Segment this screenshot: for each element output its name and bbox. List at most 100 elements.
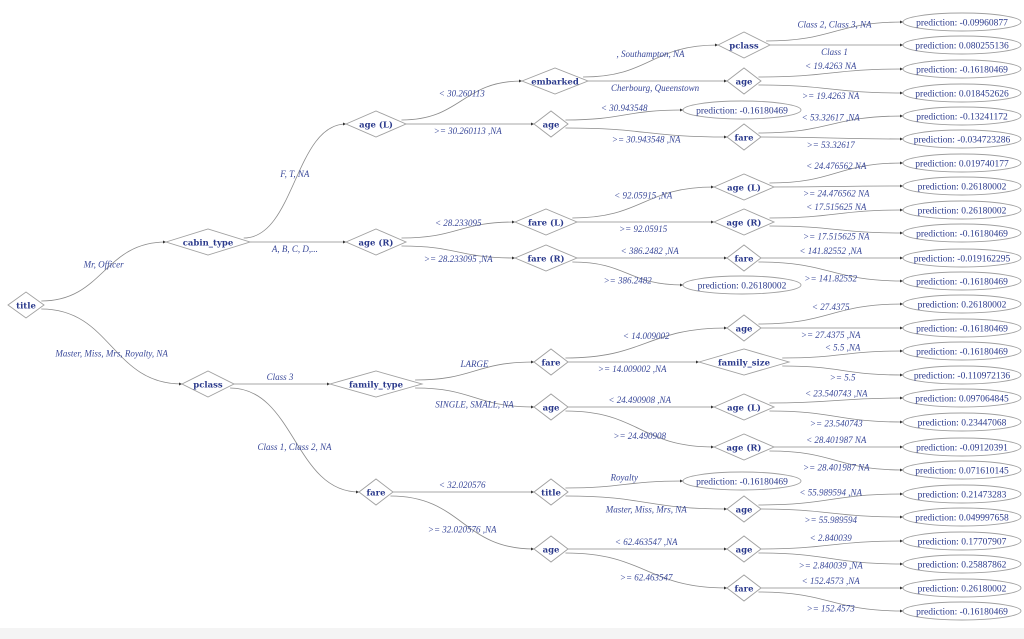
edge-label: >= 2.840039 ,NA bbox=[799, 561, 864, 571]
split-feature-label: title bbox=[541, 489, 561, 499]
prediction-label: prediction: -0.16180469 bbox=[916, 66, 1008, 76]
edge-label: Mr, Officer bbox=[83, 260, 124, 270]
prediction-label: prediction: 0.071610145 bbox=[915, 467, 1009, 477]
edge-label: Cherbourg, Queenstown bbox=[611, 83, 700, 93]
leaf-node-ellipse bbox=[902, 601, 1022, 621]
leaf-node-ellipse bbox=[682, 100, 802, 120]
split-node-diamond bbox=[328, 370, 424, 398]
edge-label: LARGE bbox=[460, 359, 490, 369]
leaf-node-ellipse bbox=[902, 106, 1022, 126]
tree-edge bbox=[769, 161, 904, 184]
split-feature-label: family_size bbox=[718, 359, 771, 369]
tree-edge bbox=[758, 84, 904, 95]
tree-edge bbox=[415, 387, 535, 409]
edge-label: >= 5.5 bbox=[830, 373, 856, 383]
edge-label: >= 24.490908 bbox=[613, 431, 666, 441]
edge-label: < 30.260113 bbox=[439, 89, 485, 99]
tree-edge bbox=[565, 479, 684, 489]
tree-edge bbox=[565, 108, 684, 121]
leaf-node-ellipse bbox=[902, 460, 1022, 480]
split-feature-label: age (R) bbox=[727, 443, 762, 454]
prediction-label: prediction: 0.17707907 bbox=[918, 538, 1007, 548]
tree-edge bbox=[565, 127, 728, 139]
leaf-node-ellipse bbox=[902, 437, 1022, 457]
tree-edge bbox=[769, 184, 904, 188]
prediction-label: prediction: -0.16180469 bbox=[916, 608, 1008, 618]
prediction-label: prediction: -0.16180469 bbox=[916, 230, 1008, 240]
split-node-diamond bbox=[358, 478, 394, 506]
tree-edge bbox=[769, 410, 904, 424]
split-feature-label: title bbox=[16, 302, 36, 312]
edge-label: < 53.32617 ,NA bbox=[802, 113, 861, 123]
prediction-label: prediction: -0.16180469 bbox=[916, 348, 1008, 358]
prediction-label: prediction: 0.080255136 bbox=[915, 42, 1009, 52]
leaf-node-ellipse bbox=[902, 294, 1022, 314]
prediction-label: prediction: -0.16180469 bbox=[696, 478, 788, 488]
prediction-label: prediction: -0.13241172 bbox=[916, 113, 1008, 123]
tree-edge bbox=[782, 365, 904, 377]
prediction-label: prediction: 0.26180002 bbox=[698, 282, 787, 292]
edge-label: SINGLE, SMALL, NA bbox=[435, 400, 514, 410]
split-node-diamond bbox=[712, 433, 776, 461]
tree-edge bbox=[769, 450, 904, 472]
tree-edge bbox=[401, 79, 523, 121]
split-node-diamond bbox=[712, 173, 776, 201]
tree-edge bbox=[565, 326, 728, 359]
tree-edge bbox=[758, 492, 904, 506]
tree-edge bbox=[41, 308, 183, 386]
leaf-node-ellipse bbox=[902, 59, 1022, 79]
leaf-node-ellipse bbox=[902, 531, 1022, 551]
leaf-node-ellipse bbox=[682, 275, 802, 295]
edge-label: < 32.020576 bbox=[439, 480, 486, 490]
edge-label: < 24.476562 NA bbox=[806, 161, 867, 171]
edge-label: >= 92.05915 bbox=[619, 224, 668, 234]
edge-label: < 55.989594 ,NA bbox=[799, 488, 862, 498]
tree-edge bbox=[758, 552, 904, 566]
tree-edge bbox=[769, 208, 904, 219]
split-feature-label: age bbox=[736, 546, 753, 556]
tree-edge bbox=[401, 245, 516, 260]
split-feature-label: family_type bbox=[349, 381, 404, 391]
edge-label: >= 17.515625 NA bbox=[803, 232, 870, 242]
bottom-strip bbox=[0, 628, 1024, 639]
tree-edge bbox=[758, 261, 904, 283]
edge-label: >= 62.463547 bbox=[620, 573, 673, 583]
edge-label: Class 2, Class 3, NA bbox=[798, 20, 873, 30]
edge-label: A, B, C, D,... bbox=[271, 244, 318, 254]
tree-edge bbox=[758, 591, 904, 613]
split-feature-label: fare bbox=[734, 134, 754, 144]
leaf-node-ellipse bbox=[902, 153, 1022, 173]
prediction-label: prediction: 0.049997658 bbox=[915, 514, 1009, 524]
edge-label: >= 55.989594 bbox=[804, 515, 857, 525]
prediction-label: prediction: -0.09120391 bbox=[916, 444, 1008, 454]
prediction-label: prediction: 0.097064845 bbox=[915, 395, 1009, 405]
leaf-node-ellipse bbox=[902, 412, 1022, 432]
prediction-label: prediction: 0.21473283 bbox=[918, 491, 1007, 501]
split-feature-label: cabin_type bbox=[183, 239, 234, 249]
prediction-label: prediction: -0.09960877 bbox=[916, 19, 1008, 29]
leaf-node-ellipse bbox=[682, 471, 802, 491]
split-node-diamond bbox=[533, 535, 569, 563]
edge-label: >= 23.540743 bbox=[810, 419, 863, 429]
edge-label: < 386.2482 ,NA bbox=[621, 246, 680, 256]
leaf-node-ellipse bbox=[902, 83, 1022, 103]
split-node-diamond bbox=[520, 67, 590, 95]
split-node-diamond bbox=[513, 208, 579, 236]
edge-label: < 5.5 ,NA bbox=[825, 343, 861, 353]
split-node-diamond bbox=[726, 495, 762, 523]
prediction-label: prediction: -0.16180469 bbox=[916, 278, 1008, 288]
leaf-node-ellipse bbox=[902, 554, 1022, 574]
tree-edge bbox=[758, 114, 904, 134]
split-node-diamond bbox=[533, 393, 569, 421]
tree-edge bbox=[565, 410, 715, 449]
edge-label: < 30.943548 bbox=[601, 103, 648, 113]
edge-label: >= 386.2482 bbox=[604, 276, 653, 286]
edge-label: >= 141.82552 bbox=[804, 274, 857, 284]
split-feature-label: age bbox=[736, 506, 753, 516]
split-node-diamond bbox=[712, 208, 776, 236]
prediction-label: prediction: -0.110972136 bbox=[914, 372, 1010, 382]
split-node-diamond bbox=[180, 370, 236, 398]
leaf-node-ellipse bbox=[902, 176, 1022, 196]
split-feature-label: fare bbox=[541, 359, 561, 369]
prediction-label: prediction: -0.034723286 bbox=[914, 136, 1011, 146]
